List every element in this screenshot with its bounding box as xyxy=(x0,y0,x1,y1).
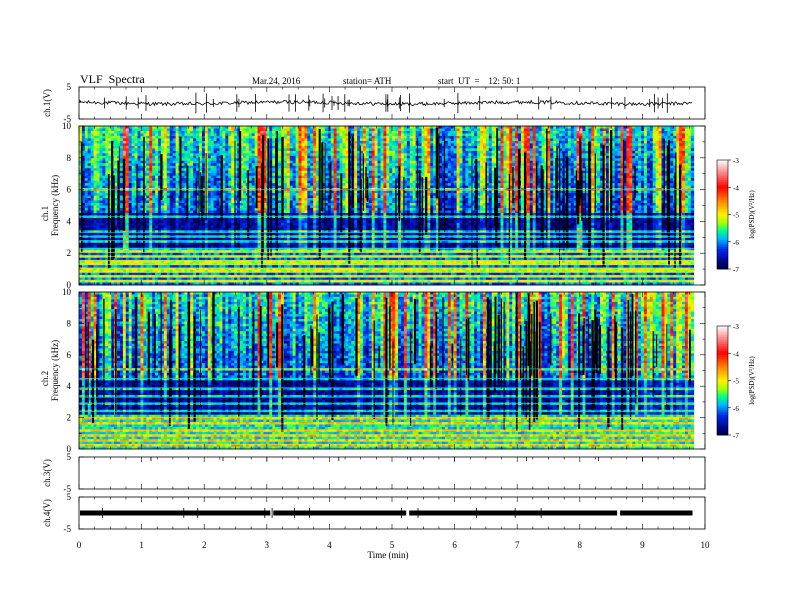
y-axis-label: ch.4(V) xyxy=(42,499,52,527)
y-axis-label: ch.1 xyxy=(40,206,50,221)
ch4-gap xyxy=(406,510,410,516)
y-tick-label: 0 xyxy=(67,280,72,290)
y-tick-label: 2 xyxy=(67,248,72,258)
colorbar-ch1 xyxy=(717,160,728,270)
x-tick-label: 1 xyxy=(139,540,144,550)
colorbar-tick-label: -7 xyxy=(733,432,739,440)
colorbar-tick-label: -6 xyxy=(733,405,739,413)
y-axis-label-frequency: Frequency (kHz) xyxy=(50,175,60,236)
y-tick-label: 8 xyxy=(67,153,72,163)
y-tick-label: 6 xyxy=(67,185,72,195)
y-axis-label: ch.3(V) xyxy=(42,459,52,487)
colorbar-tick-label: -3 xyxy=(733,157,739,165)
x-axis-label: Time (min) xyxy=(368,550,409,560)
colorbar-tick-label: -4 xyxy=(733,350,739,358)
y-tick-label: 5 xyxy=(67,82,72,92)
x-tick-label: 2 xyxy=(202,540,207,550)
y-tick-label: 6 xyxy=(67,350,72,360)
y-tick-label: 5 xyxy=(67,452,72,462)
colorbar-tick-label: -5 xyxy=(733,212,739,220)
x-tick-label: 8 xyxy=(578,540,583,550)
x-tick-label: 9 xyxy=(640,540,645,550)
colorbar-tick-label: -4 xyxy=(733,184,739,192)
colorbar-tick-label: -3 xyxy=(733,323,739,331)
y-axis-label: ch.2 xyxy=(40,371,50,386)
y-axis-label-frequency: Frequency (kHz) xyxy=(50,340,60,401)
y-tick-label: 8 xyxy=(67,318,72,328)
colorbar-label: log(PSD)(V²/Hz) xyxy=(748,356,756,405)
colorbar-tick-label: -6 xyxy=(733,239,739,247)
ch1-spectrogram-image xyxy=(79,126,695,286)
y-tick-label: -5 xyxy=(64,484,72,494)
y-tick-label: 2 xyxy=(67,413,72,423)
y-tick-label: 10 xyxy=(62,121,72,131)
y-tick-label: -5 xyxy=(64,524,72,534)
x-tick-label: 3 xyxy=(265,540,270,550)
colorbar-ch2 xyxy=(717,326,728,436)
ch1-waveform-line xyxy=(79,99,693,107)
x-tick-label: 7 xyxy=(515,540,520,550)
x-tick-label: 6 xyxy=(452,540,457,550)
x-tick-label: 0 xyxy=(77,540,82,550)
y-tick-label: 0 xyxy=(67,444,72,454)
x-tick-label: 4 xyxy=(327,540,332,550)
y-tick-label: -5 xyxy=(64,114,72,124)
y-tick-label: 10 xyxy=(62,287,72,297)
y-axis-label: ch.1(V) xyxy=(42,89,52,117)
y-tick-label: 5 xyxy=(67,492,72,502)
colorbar-tick-label: -5 xyxy=(733,378,739,386)
y-tick-label: 4 xyxy=(67,381,72,391)
date-label: Mar.24, 2016 xyxy=(252,76,300,86)
start-time-label: start UT = 12: 50: 1 xyxy=(438,76,520,86)
x-tick-label: 10 xyxy=(701,540,711,550)
colorbar-tick-label: -7 xyxy=(733,266,739,274)
ch4-gap xyxy=(617,510,621,516)
x-tick-label: 5 xyxy=(390,540,395,550)
ch4-waveform-line xyxy=(80,510,693,516)
colorbar-label: log(PSD)(V²/Hz) xyxy=(748,190,756,239)
y-tick-label: 4 xyxy=(67,216,72,226)
station-label: station= ATH xyxy=(343,76,391,86)
ch2-spectrogram-image xyxy=(79,292,695,450)
chart-title: VLF Spectra xyxy=(80,72,145,87)
